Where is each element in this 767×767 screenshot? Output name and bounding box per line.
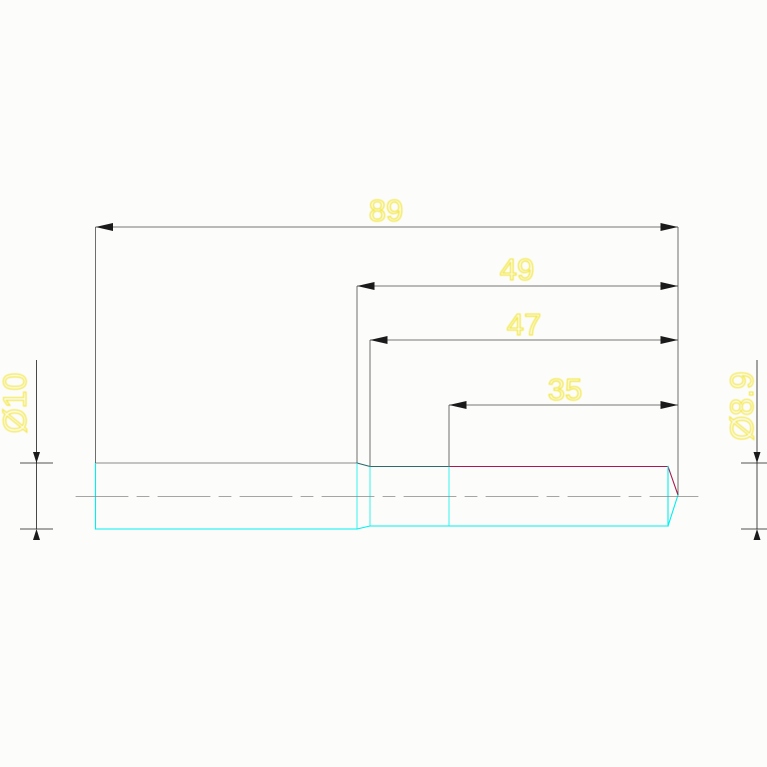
svg-text:47: 47 (507, 307, 541, 342)
svg-text:35: 35 (548, 372, 582, 407)
svg-text:89: 89 (369, 193, 403, 228)
svg-text:Ø8.9: Ø8.9 (724, 371, 760, 440)
svg-text:49: 49 (500, 252, 534, 287)
svg-text:Ø10: Ø10 (0, 373, 33, 433)
